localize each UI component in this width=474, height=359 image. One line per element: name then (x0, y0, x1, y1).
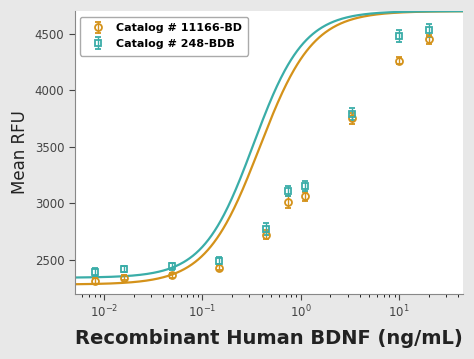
Y-axis label: Mean RFU: Mean RFU (11, 110, 29, 194)
X-axis label: Recombinant Human BDNF (ng/mL): Recombinant Human BDNF (ng/mL) (75, 329, 463, 348)
Legend: Catalog # 11166-BD, Catalog # 248-BDB: Catalog # 11166-BD, Catalog # 248-BDB (80, 17, 248, 56)
